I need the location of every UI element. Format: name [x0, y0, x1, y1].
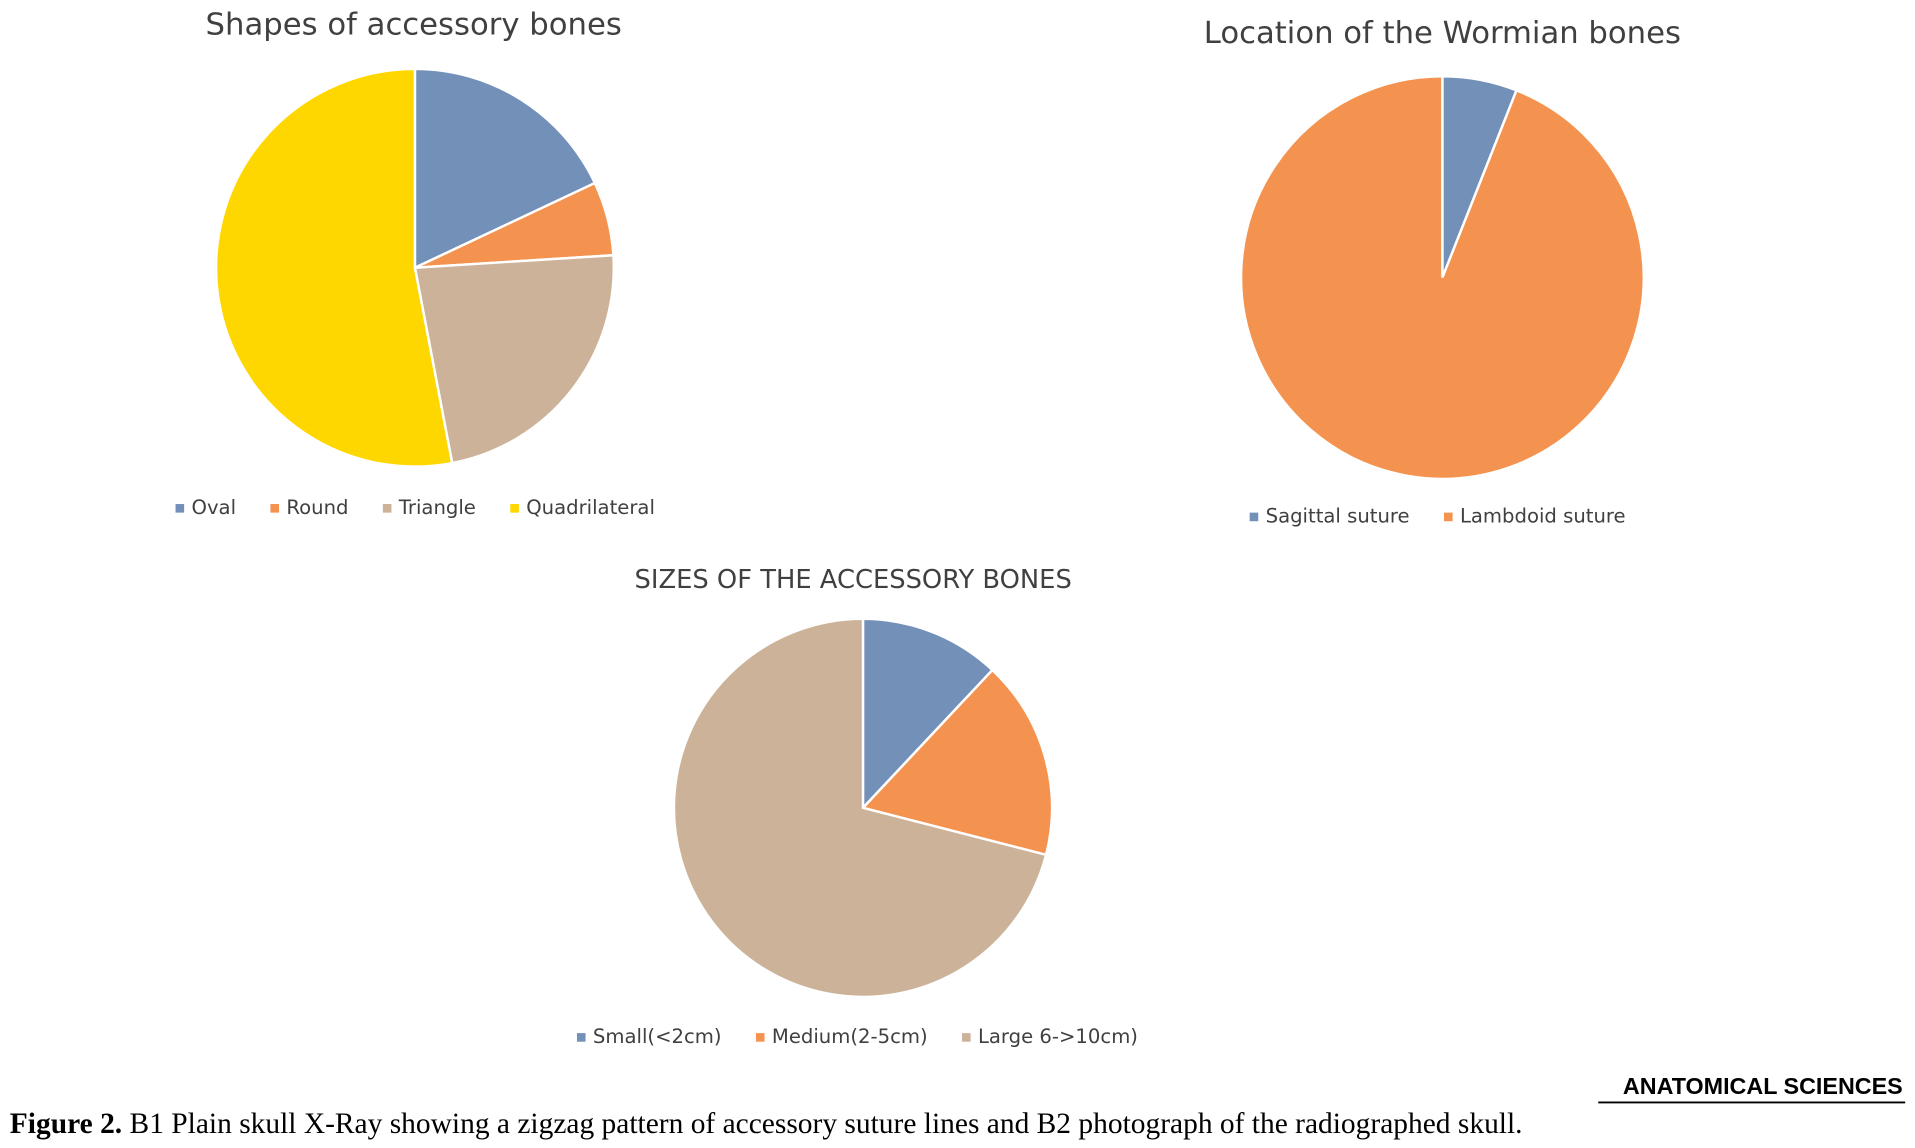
legend-swatch — [382, 504, 392, 513]
legend-label: Round — [286, 496, 348, 519]
legend-swatch — [175, 504, 185, 513]
legend-swatch — [510, 504, 519, 513]
legend-label: Small(<2cm) — [593, 1025, 722, 1048]
legend-swatch — [1249, 512, 1259, 522]
pie-slice — [861, 617, 995, 811]
legend-swatch — [1444, 512, 1453, 522]
caption: Figure 2. B1 Plain skull X-Ray showing a… — [10, 1108, 1523, 1140]
legend-label: Large 6->10cm) — [978, 1025, 1138, 1048]
legend-swatch — [962, 1033, 971, 1042]
pie-slice — [672, 617, 1048, 999]
legend-label: Sagittal suture — [1266, 504, 1410, 527]
pie-slice — [214, 67, 454, 468]
legend-label: Quadrilateral — [526, 496, 655, 519]
legend-label: Triangle — [398, 496, 476, 519]
legend-swatch — [755, 1033, 765, 1042]
chart-title: SIZES OF THE ACCESSORY BONES — [634, 565, 1071, 595]
legend-swatch — [576, 1033, 586, 1042]
legend-label: Oval — [192, 496, 237, 519]
pie-slice — [860, 668, 1054, 857]
pie-slice — [413, 253, 616, 465]
logo: ANATOMICAL SCIENCES — [1623, 1073, 1903, 1099]
pie-slice — [413, 67, 597, 270]
pie-slice — [1239, 74, 1645, 481]
legend-swatch — [270, 504, 280, 513]
chart-title: Shapes of accessory bones — [206, 7, 622, 42]
caption-text: B1 Plain skull X-Ray showing a zigzag pa… — [130, 1108, 1523, 1140]
legend-label: Medium(2-5cm) — [772, 1025, 928, 1048]
caption-label: Figure 2. — [10, 1108, 122, 1140]
chart-title: Location of the Wormian bones — [1204, 16, 1681, 51]
legend-label: Lambdoid suture — [1460, 504, 1626, 527]
